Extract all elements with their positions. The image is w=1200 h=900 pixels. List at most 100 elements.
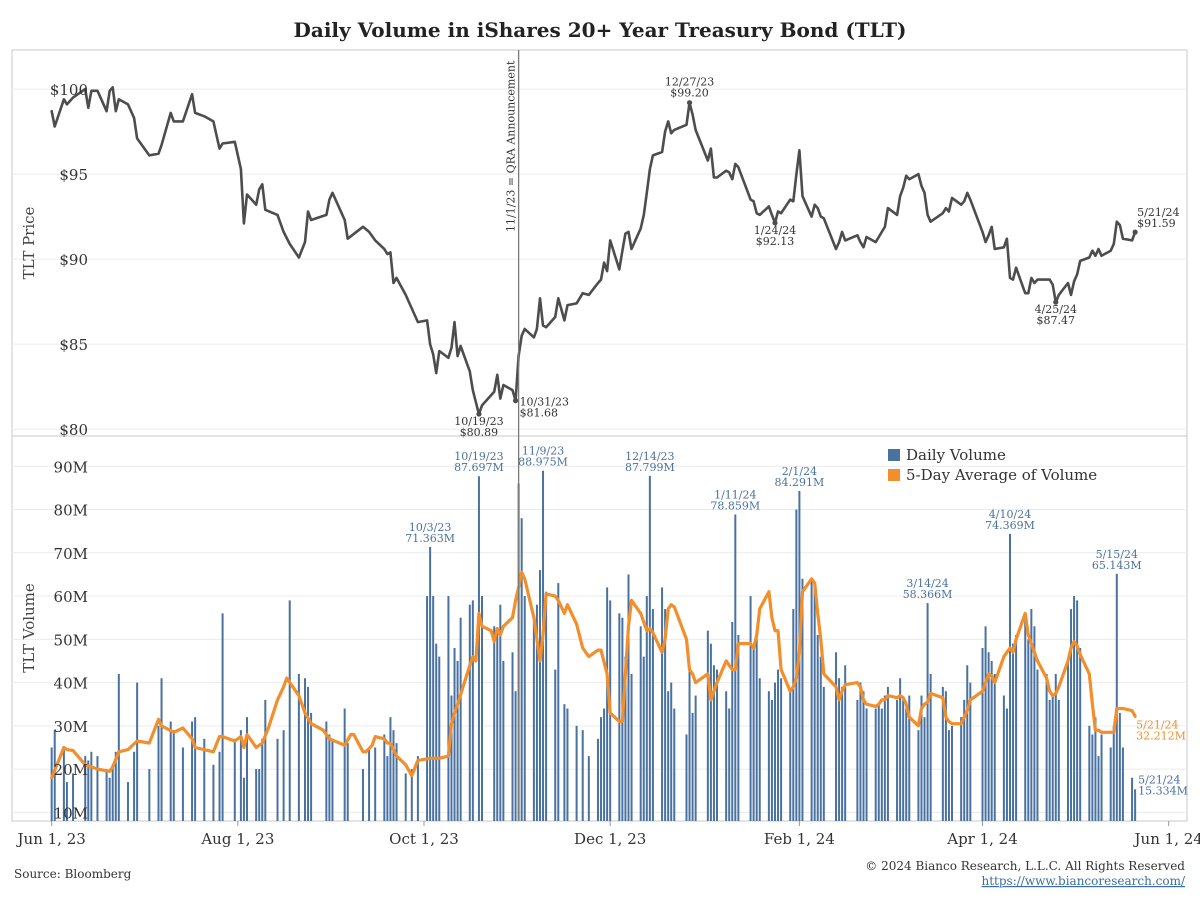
website-link[interactable]: https://www.biancoresearch.com/: [981, 874, 1185, 888]
volume-annotation-date: 11/9/23: [522, 445, 564, 458]
price-annotation-dot: [686, 100, 693, 106]
price-annotation-date: 1/24/24: [754, 224, 796, 237]
volume-axis-title: TLT Volume: [20, 583, 38, 673]
volume-bar: [877, 704, 880, 821]
volume-bar: [984, 626, 987, 821]
price-axis-title: TLT Price: [20, 206, 38, 279]
volume-bar: [755, 630, 758, 821]
volume-bar: [194, 717, 197, 821]
volume-bar: [917, 730, 920, 821]
volume-bar: [282, 730, 285, 821]
volume-bar: [111, 764, 114, 821]
x-tick-label: Jun 1, 24: [1133, 830, 1200, 848]
volume-bar: [792, 609, 795, 821]
volume-bar: [258, 769, 261, 821]
volume-bar: [951, 725, 953, 821]
volume-bar: [618, 613, 621, 821]
volume-bar: [773, 682, 776, 821]
volume-bar: [1024, 617, 1027, 821]
volume-bar: [496, 630, 499, 821]
volume-bar: [264, 699, 267, 821]
volume-bar: [963, 699, 966, 821]
volume-bar: [838, 678, 841, 821]
volume-bar: [114, 751, 117, 821]
volume-annotation-value: 88.975M: [518, 456, 568, 469]
volume-bar: [1045, 673, 1048, 821]
series-lines: [50, 86, 1137, 780]
volume-bar: [905, 708, 908, 821]
volume-bar: [538, 570, 541, 821]
volume-bar: [1008, 533, 1011, 821]
volume-bar: [404, 773, 407, 821]
volume-bar: [563, 704, 566, 821]
volume-bar: [1033, 626, 1036, 821]
volume-annotation-date: 12/14/23: [625, 450, 674, 463]
volume-bar: [706, 630, 709, 821]
volume-bar: [514, 691, 517, 821]
volume-bar: [148, 769, 151, 821]
volume-bar: [255, 769, 258, 821]
volume-annotation-value: 74.369M: [985, 519, 1035, 532]
volume-bar: [87, 760, 90, 821]
volume-bar: [941, 686, 944, 821]
volume-bar: [368, 747, 371, 821]
x-tick-label: Jun 1, 23: [16, 830, 86, 848]
price-tick-label: $95: [59, 166, 88, 184]
x-tick-label: Oct 1, 23: [389, 830, 459, 848]
volume-annotation-date: 5/15/24: [1096, 548, 1138, 561]
volume-bar: [1100, 734, 1103, 821]
price-tick-label: $85: [59, 336, 88, 354]
x-tick-label: Aug 1, 23: [200, 830, 274, 848]
volume-bar: [1076, 600, 1079, 821]
volume-bar: [1054, 673, 1057, 821]
volume-bar: [181, 747, 184, 821]
volume-bar: [929, 673, 932, 821]
price-annotation-dot: [772, 220, 778, 226]
volume-bar: [923, 717, 926, 821]
volume-bar: [303, 678, 306, 821]
volume-bar: [716, 669, 718, 821]
volume-bar: [709, 643, 712, 821]
volume-bars: [50, 470, 1137, 821]
price-annotation-dot: [476, 411, 482, 417]
volume-bar: [72, 773, 75, 821]
volume-bar: [1048, 699, 1051, 821]
volume-bar: [1112, 725, 1115, 821]
volume-annotation-date: 1/11/24: [714, 488, 756, 501]
volume-bar: [157, 725, 160, 821]
volume-bar: [468, 604, 471, 821]
volume-bar: [117, 673, 120, 821]
price-annotation-value: $81.68: [520, 407, 559, 420]
price-annotation-dot: [1053, 299, 1059, 305]
volume-bar: [1118, 712, 1121, 821]
volume-bar: [65, 782, 68, 821]
volume-bar: [62, 747, 65, 821]
volume-tick-label: 40M: [54, 675, 88, 693]
volume-bar: [261, 738, 264, 821]
volume-bar: [1131, 777, 1134, 821]
volume-bar: [438, 656, 441, 821]
price-annotation-date: 5/21/24: [1137, 206, 1179, 219]
volume-bar: [246, 717, 248, 821]
volume-annotation-date: 2/1/24: [782, 465, 817, 478]
volume-bar: [191, 721, 194, 821]
x-tick-label: Feb 1, 24: [764, 830, 835, 848]
legend-label-average: 5-Day Average of Volume: [906, 466, 1097, 484]
legend: Daily Volume 5-Day Average of Volume: [888, 446, 1097, 484]
volume-bar: [297, 673, 300, 821]
volume-bar: [639, 626, 642, 821]
volume-bar: [331, 738, 334, 821]
volume-bar: [920, 695, 923, 821]
volume-annotation-date: 10/19/23: [454, 450, 503, 463]
volume-annotation-value: 15.334M: [1138, 784, 1188, 797]
volume-bar: [426, 596, 429, 821]
volume-bar: [819, 656, 822, 821]
price-annotation-date: 10/19/23: [454, 415, 503, 428]
volume-bar: [242, 777, 245, 821]
volume-bar: [902, 699, 905, 821]
volume-bar: [453, 647, 456, 821]
volume-bar: [535, 604, 538, 821]
source-note: Source: Bloomberg: [14, 867, 132, 881]
price-annotation-date: 10/31/23: [520, 396, 569, 409]
volume-bar: [1097, 756, 1100, 821]
